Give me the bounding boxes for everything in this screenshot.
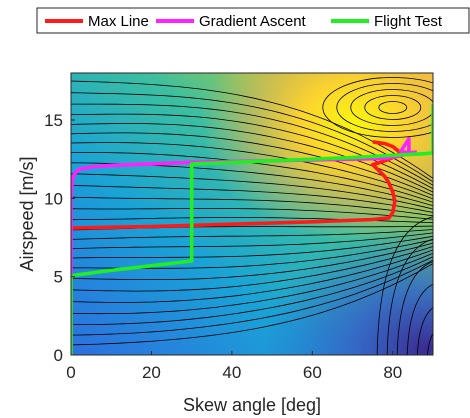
- contour-line: [71, 259, 433, 336]
- contour-line: [71, 229, 433, 240]
- contour-line: [71, 263, 433, 346]
- contour-line: [406, 283, 433, 355]
- y-tick-label: 5: [54, 268, 63, 287]
- contour-line: [71, 235, 433, 259]
- plot-frame: [70, 72, 434, 356]
- contour-line: [378, 101, 408, 114]
- x-tick-label: 40: [222, 363, 241, 382]
- series-lines: [71, 104, 433, 355]
- x-axis-label: Skew angle [deg]: [183, 395, 321, 415]
- legend-label-max-line: Max Line: [88, 13, 149, 30]
- contour-line: [71, 242, 433, 280]
- contour-line: [386, 238, 433, 355]
- y-tick-label: 15: [44, 111, 63, 130]
- y-axis: 0 5 10 15: [44, 111, 75, 365]
- contour-line: [71, 185, 433, 213]
- contour-line: [71, 256, 433, 325]
- y-tick-label: 10: [44, 189, 63, 208]
- contour-line: [336, 83, 433, 132]
- x-tick-label: 60: [303, 363, 322, 382]
- contour-line: [71, 252, 433, 315]
- legend-label-flight-test: Flight Test: [374, 13, 443, 30]
- contour-line: [71, 113, 433, 190]
- legend: Max Line Gradient Ascent Flight Test: [36, 7, 470, 34]
- contour-line: [396, 261, 433, 355]
- y-tick-label: 0: [54, 346, 63, 365]
- contour-line: [376, 216, 433, 355]
- x-tick-label: 80: [383, 363, 402, 382]
- contour-line: [71, 246, 433, 292]
- series-line-flight-test: [71, 104, 433, 355]
- x-axis: 0 20 40 60 80: [66, 351, 402, 382]
- legend-label-gradient-ascent: Gradient Ascent: [199, 13, 307, 30]
- contour-line: [71, 132, 433, 196]
- contour-line: [71, 249, 433, 303]
- contour-line: [71, 232, 433, 249]
- contour-line: [364, 95, 422, 120]
- contour-background: [71, 73, 433, 355]
- contour-line: [350, 89, 433, 126]
- contour-line: [322, 77, 433, 138]
- legend-box: [36, 7, 470, 34]
- contour-line: [427, 333, 433, 355]
- y-axis-label: Airspeed [m/s]: [17, 156, 37, 271]
- x-tick-label: 0: [66, 363, 75, 382]
- x-tick-label: 20: [142, 363, 161, 382]
- contour-line: [71, 142, 433, 200]
- contour-line: [71, 208, 433, 220]
- contour-line: [71, 196, 433, 217]
- contour-line: [71, 173, 433, 210]
- contour-line: [71, 92, 433, 183]
